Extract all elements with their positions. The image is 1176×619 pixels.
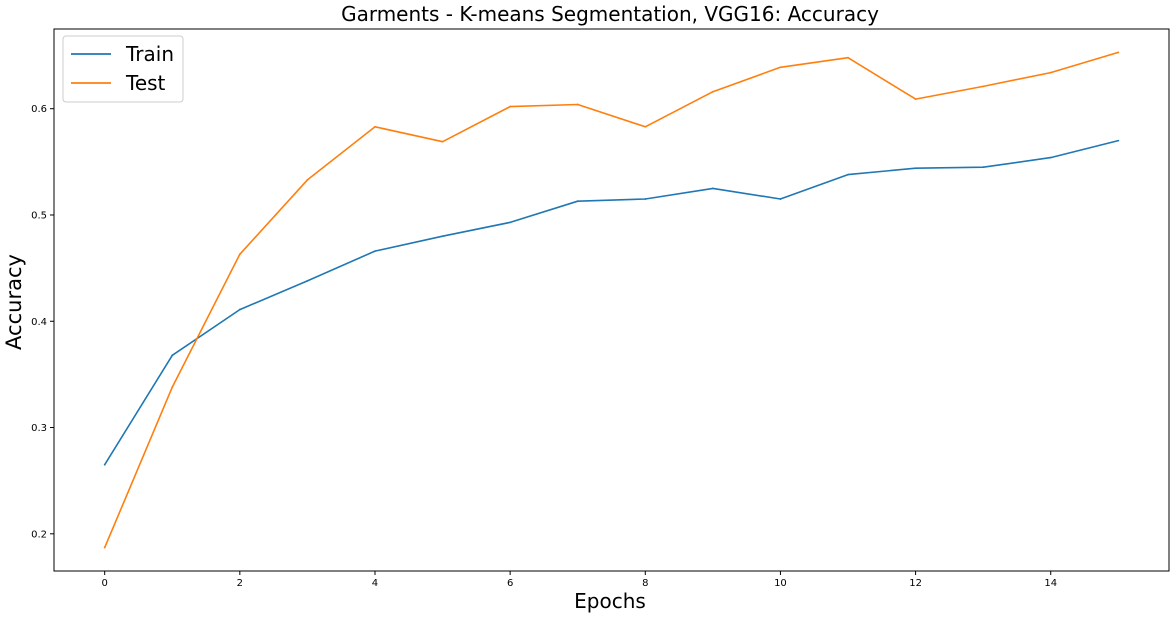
data-point-test: [779, 66, 782, 69]
x-tick-label: 10: [774, 578, 787, 589]
data-point-test: [576, 103, 579, 106]
legend: Train Test: [62, 35, 184, 103]
data-point-train: [914, 167, 917, 170]
data-point-test: [171, 386, 174, 389]
data-point-test: [103, 546, 106, 549]
data-point-train: [374, 250, 376, 253]
y-axis-label: Accuracy: [2, 254, 26, 350]
y-tick-label: 0.5: [31, 210, 47, 221]
data-point-test: [711, 90, 714, 93]
data-point-train: [509, 221, 512, 224]
data-point-train: [103, 463, 106, 466]
x-tick-label: 12: [909, 578, 922, 589]
y-tick-label: 0.4: [31, 317, 47, 328]
data-point-test: [847, 56, 849, 59]
x-tick-label: 8: [642, 578, 648, 589]
data-point-test: [374, 125, 376, 128]
data-point-test: [1049, 71, 1052, 74]
data-point-train: [238, 308, 241, 311]
y-tick-label: 0.2: [31, 529, 47, 540]
data-point-train: [441, 235, 444, 238]
series-line-test: [103, 51, 1119, 548]
x-tick-label: 14: [1044, 578, 1057, 589]
data-point-test: [306, 179, 309, 181]
data-point-test: [441, 140, 444, 143]
axes: 0 2 4 6 8 10 12 14 0.2 0.3 0.4 0.5 0.6: [31, 104, 1057, 589]
data-point-train: [711, 187, 714, 190]
data-point-train: [779, 198, 782, 200]
data-point-test: [914, 98, 917, 101]
chart-title: Garments - K-means Segmentation, VGG16: …: [341, 2, 879, 26]
data-point-train: [171, 354, 174, 357]
data-point-train: [1117, 139, 1120, 142]
data-point-train: [847, 173, 849, 176]
x-axis-label: Epochs: [574, 589, 646, 613]
data-point-test: [238, 253, 241, 256]
data-point-test: [1117, 51, 1120, 54]
plot-area: [103, 51, 1120, 549]
data-point-train: [1049, 156, 1052, 159]
x-tick-label: 0: [101, 578, 107, 589]
data-point-train: [576, 200, 579, 203]
data-point-test: [982, 85, 985, 88]
data-point-test: [509, 105, 512, 108]
legend-label-test: Test: [125, 71, 166, 95]
data-point-train: [982, 166, 985, 169]
y-tick-label: 0.3: [31, 423, 47, 434]
data-point-train: [644, 198, 647, 200]
data-point-train: [306, 279, 309, 282]
x-tick-label: 4: [372, 578, 378, 589]
x-tick-label: 2: [237, 578, 243, 589]
plot-frame: [53, 28, 1170, 572]
legend-box: [62, 35, 184, 103]
x-tick-label: 6: [507, 578, 513, 589]
series-line-train: [104, 139, 1119, 466]
data-point-test: [644, 125, 647, 128]
y-tick-label: 0.6: [31, 104, 47, 115]
legend-label-train: Train: [125, 42, 174, 66]
